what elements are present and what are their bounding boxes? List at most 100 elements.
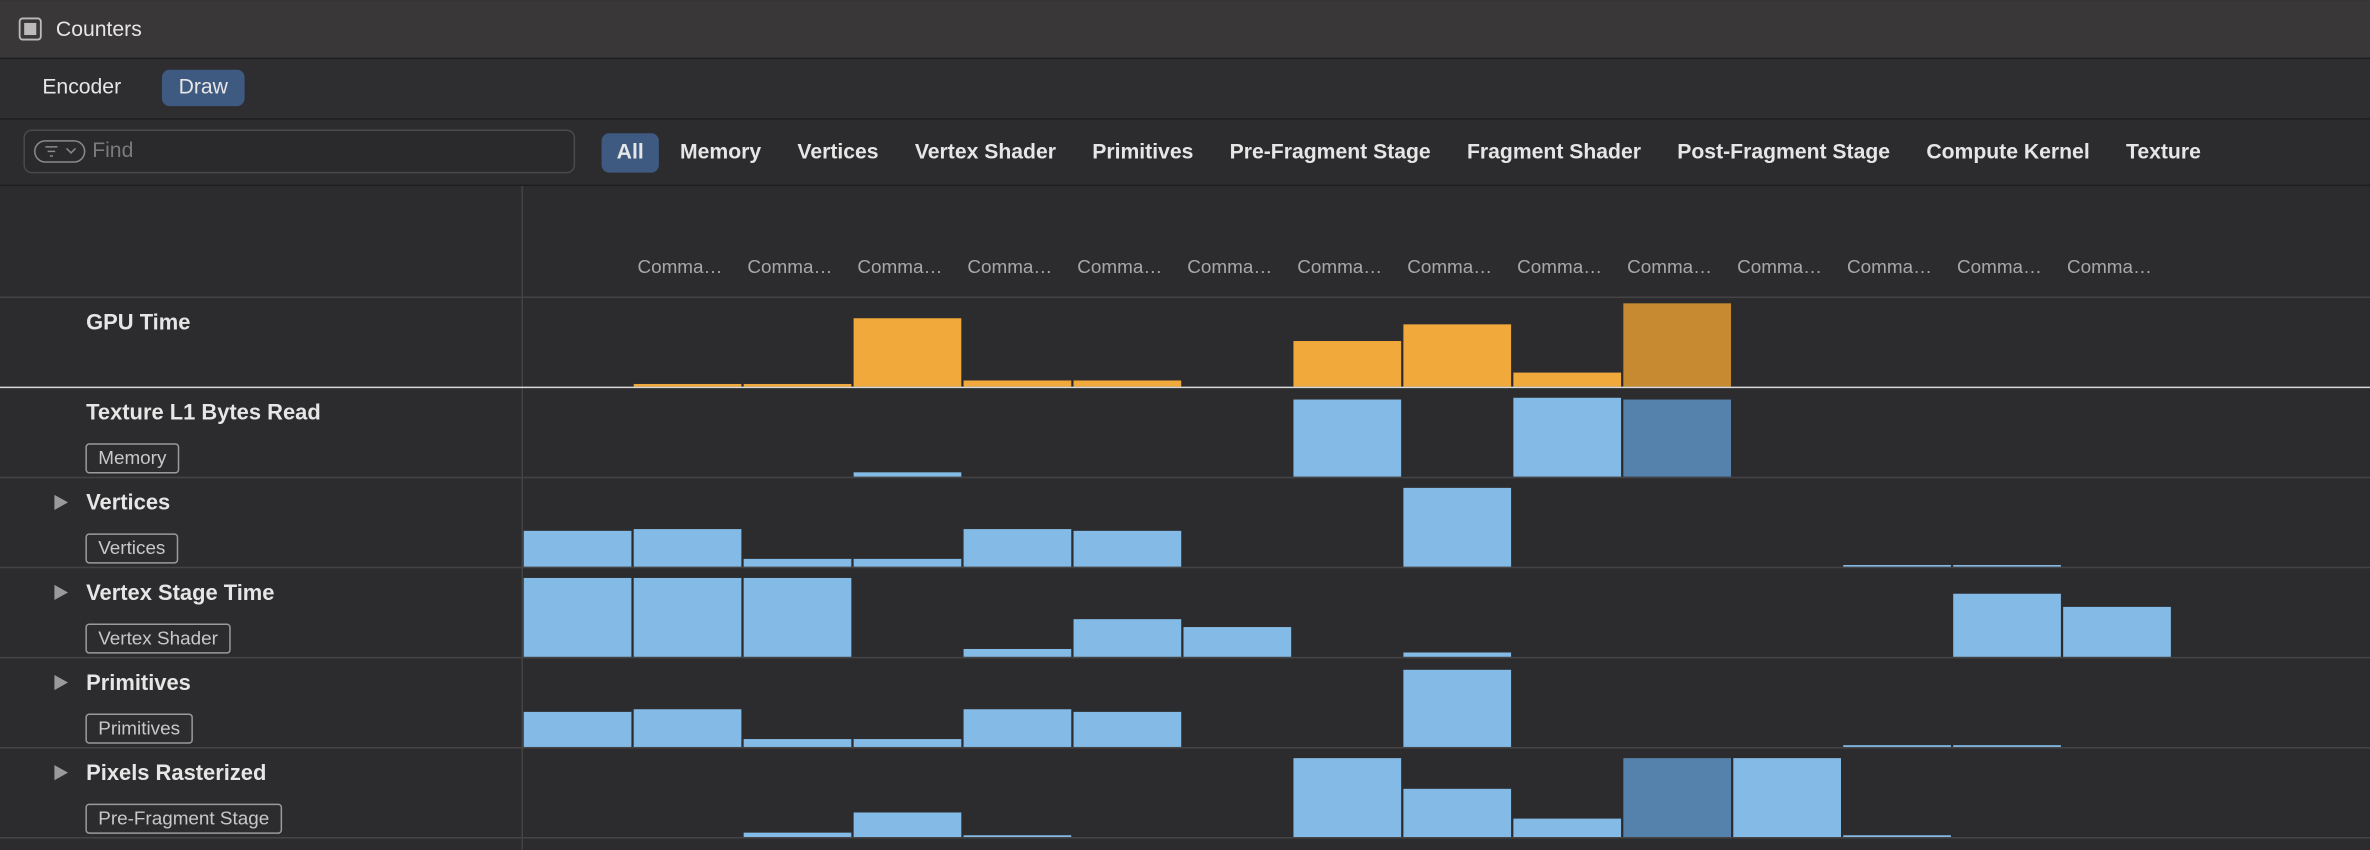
- counter-bar[interactable]: [1403, 788, 1512, 838]
- counter-bar[interactable]: [1623, 399, 1732, 477]
- column-label[interactable]: Comma…: [1297, 257, 1382, 278]
- column-label[interactable]: Comma…: [1077, 257, 1162, 278]
- counter-bar[interactable]: [853, 558, 962, 567]
- filter-tab[interactable]: Memory: [680, 141, 761, 164]
- counter-bar[interactable]: [633, 529, 742, 567]
- row-tag-label: Vertices: [98, 538, 165, 559]
- counter-bar[interactable]: [1293, 341, 1402, 387]
- counter-bar[interactable]: [633, 577, 742, 657]
- counter-bar[interactable]: [1623, 303, 1732, 387]
- column-label[interactable]: Comma…: [1737, 257, 1822, 278]
- counter-bar[interactable]: [1403, 324, 1512, 387]
- counter-bar[interactable]: [1183, 627, 1292, 657]
- filter-tab[interactable]: Compute Kernel: [1926, 141, 2089, 164]
- row-name[interactable]: GPU Time: [86, 310, 190, 335]
- counter-bar[interactable]: [1513, 818, 1622, 838]
- counter-bar[interactable]: [963, 380, 1072, 387]
- disclosure-triangle[interactable]: [54, 584, 69, 601]
- column-label[interactable]: Comma…: [637, 257, 722, 278]
- search-placeholder: Find: [92, 139, 133, 162]
- row-name[interactable]: Pixels Rasterized: [86, 760, 266, 785]
- counter-bar[interactable]: [1843, 745, 1951, 747]
- filter-tab[interactable]: Fragment Shader: [1467, 141, 1641, 164]
- counter-bar[interactable]: [2063, 606, 2171, 657]
- filter-tab[interactable]: All: [617, 141, 644, 164]
- column-label[interactable]: Comma…: [2067, 257, 2152, 278]
- column-label[interactable]: Comma…: [1847, 257, 1932, 278]
- counter-bar[interactable]: [963, 648, 1072, 657]
- dynamic-content: Encoder Draw All Memory Vertices Vertex Shade…: [0, 69, 2370, 839]
- column-label[interactable]: Comma…: [967, 257, 1052, 278]
- row-name[interactable]: Vertex Stage Time: [86, 580, 274, 605]
- column-label[interactable]: Comma…: [747, 257, 832, 278]
- counter-bar[interactable]: [1953, 745, 2061, 747]
- filter-tab[interactable]: Post-Fragment Stage: [1677, 141, 1890, 164]
- counter-bar[interactable]: [1293, 399, 1402, 477]
- disclosure-triangle[interactable]: [54, 674, 69, 691]
- search-field[interactable]: [23, 129, 576, 174]
- counter-bar[interactable]: [633, 383, 742, 387]
- counter-bar[interactable]: [1623, 758, 1732, 838]
- counter-bar[interactable]: [1293, 758, 1402, 838]
- counter-bar[interactable]: [1073, 711, 1182, 747]
- row-name[interactable]: Vertices: [86, 490, 170, 515]
- counter-bar[interactable]: [743, 383, 852, 387]
- counter-bar[interactable]: [1073, 530, 1182, 567]
- counter-bar[interactable]: [1403, 652, 1512, 657]
- counter-bar[interactable]: [523, 530, 632, 567]
- column-label[interactable]: Comma…: [1517, 257, 1602, 278]
- column-label[interactable]: Comma…: [1627, 257, 1712, 278]
- counter-bar[interactable]: [1843, 565, 1951, 567]
- counter-bar[interactable]: [523, 711, 632, 747]
- counter-bar[interactable]: [853, 812, 962, 838]
- counter-bar[interactable]: [743, 739, 852, 747]
- filter-tab[interactable]: Texture: [2126, 141, 2201, 164]
- counter-bar[interactable]: [743, 832, 852, 838]
- counter-bar[interactable]: [1403, 669, 1512, 747]
- mode-tab[interactable]: Encoder: [42, 76, 121, 99]
- row-name[interactable]: Primitives: [86, 670, 191, 695]
- counter-bar[interactable]: [963, 835, 1072, 838]
- row-tag: [85, 803, 283, 834]
- window-title: Counters: [56, 18, 142, 41]
- filter-tab[interactable]: Vertices: [797, 141, 878, 164]
- column-label[interactable]: Comma…: [857, 257, 942, 278]
- filter-tab[interactable]: Primitives: [1092, 141, 1193, 164]
- counter-bar[interactable]: [743, 558, 852, 567]
- counter-bar[interactable]: [1403, 487, 1512, 567]
- row-name[interactable]: Texture L1 Bytes Read: [86, 400, 321, 425]
- mode-pill[interactable]: [161, 69, 245, 107]
- counter-bar[interactable]: [743, 577, 852, 657]
- search-filter-button[interactable]: [34, 140, 86, 163]
- counter-icon-core: [24, 22, 37, 36]
- disclosure-triangle[interactable]: [54, 494, 69, 510]
- column-label[interactable]: Comma…: [1187, 257, 1272, 278]
- disclosure-triangle[interactable]: [54, 765, 69, 781]
- filter-tab[interactable]: Vertex Shader: [915, 141, 1056, 164]
- column-label[interactable]: Comma…: [1407, 257, 1492, 278]
- counter-bar[interactable]: [1513, 397, 1622, 477]
- counter-bar[interactable]: [963, 709, 1072, 747]
- counter-bar[interactable]: [633, 709, 742, 747]
- counter-bar[interactable]: [1073, 619, 1182, 657]
- counter-bar[interactable]: [1953, 593, 2061, 657]
- counter-bar[interactable]: [1073, 380, 1182, 387]
- counter-bar[interactable]: [1733, 758, 1841, 838]
- row-tag-label: Primitives: [98, 718, 180, 739]
- counter-bar[interactable]: [523, 577, 632, 657]
- counter-bar[interactable]: [853, 739, 962, 747]
- counter-bar[interactable]: [1953, 565, 2061, 567]
- filter-tab[interactable]: Pre-Fragment Stage: [1230, 141, 1431, 164]
- counter-bar[interactable]: [1513, 372, 1622, 387]
- column-label[interactable]: Comma…: [1957, 257, 2042, 278]
- row-tag: [85, 713, 193, 744]
- row-tag-label: Pre-Fragment Stage: [98, 808, 269, 829]
- counter-bar[interactable]: [963, 529, 1072, 567]
- mode-tab[interactable]: Draw: [179, 76, 229, 99]
- counter-bar[interactable]: [1843, 835, 1951, 838]
- counter-bar[interactable]: [853, 472, 962, 477]
- counter-bar[interactable]: [853, 318, 962, 387]
- filter-pill[interactable]: [601, 133, 659, 173]
- row-tag: [85, 623, 231, 654]
